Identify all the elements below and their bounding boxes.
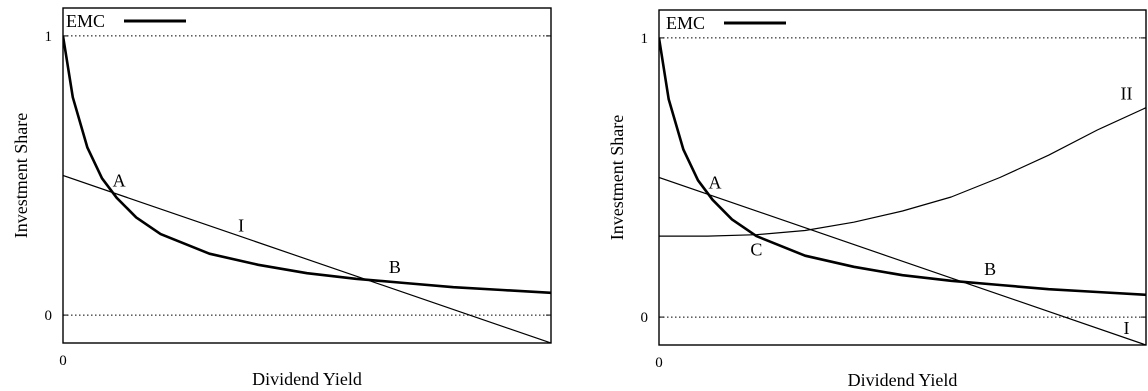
series-line-i	[659, 176, 1146, 345]
annotation-label: I	[238, 215, 244, 235]
annotation-label: A	[113, 171, 126, 191]
chart-panel-1: 1 0 0 EMC A I B Dividend Yield Investment Share	[11, 7, 552, 389]
series-line-emc	[63, 35, 551, 295]
x-tick-label: 0	[655, 355, 663, 371]
y-tick-label: 0	[45, 308, 53, 324]
y-tick-label: 1	[45, 29, 53, 45]
y-axis-title: Investment Share	[607, 115, 627, 240]
series-line-ii	[659, 107, 1146, 237]
x-tick-label: 0	[59, 353, 67, 369]
annotation-label: II	[1121, 83, 1133, 103]
plot-frame	[658, 9, 1147, 346]
annotation-label: C	[750, 240, 762, 260]
legend-label: EMC	[666, 13, 705, 33]
y-tick-label: 0	[641, 310, 649, 326]
y-axis-title: Investment Share	[11, 113, 31, 238]
x-axis-title: Dividend Yield	[848, 370, 958, 390]
annotation-label: A	[709, 173, 722, 193]
annotation-label: B	[389, 257, 401, 277]
y-tick-label: 1	[641, 31, 649, 47]
annotation-label: B	[984, 259, 996, 279]
series-line-emc	[659, 37, 1146, 297]
x-axis-title: Dividend Yield	[252, 369, 362, 389]
legend-label: EMC	[66, 11, 105, 31]
series-line-i	[63, 174, 551, 343]
plot-frame	[62, 7, 552, 344]
annotation-label: I	[1124, 318, 1130, 338]
